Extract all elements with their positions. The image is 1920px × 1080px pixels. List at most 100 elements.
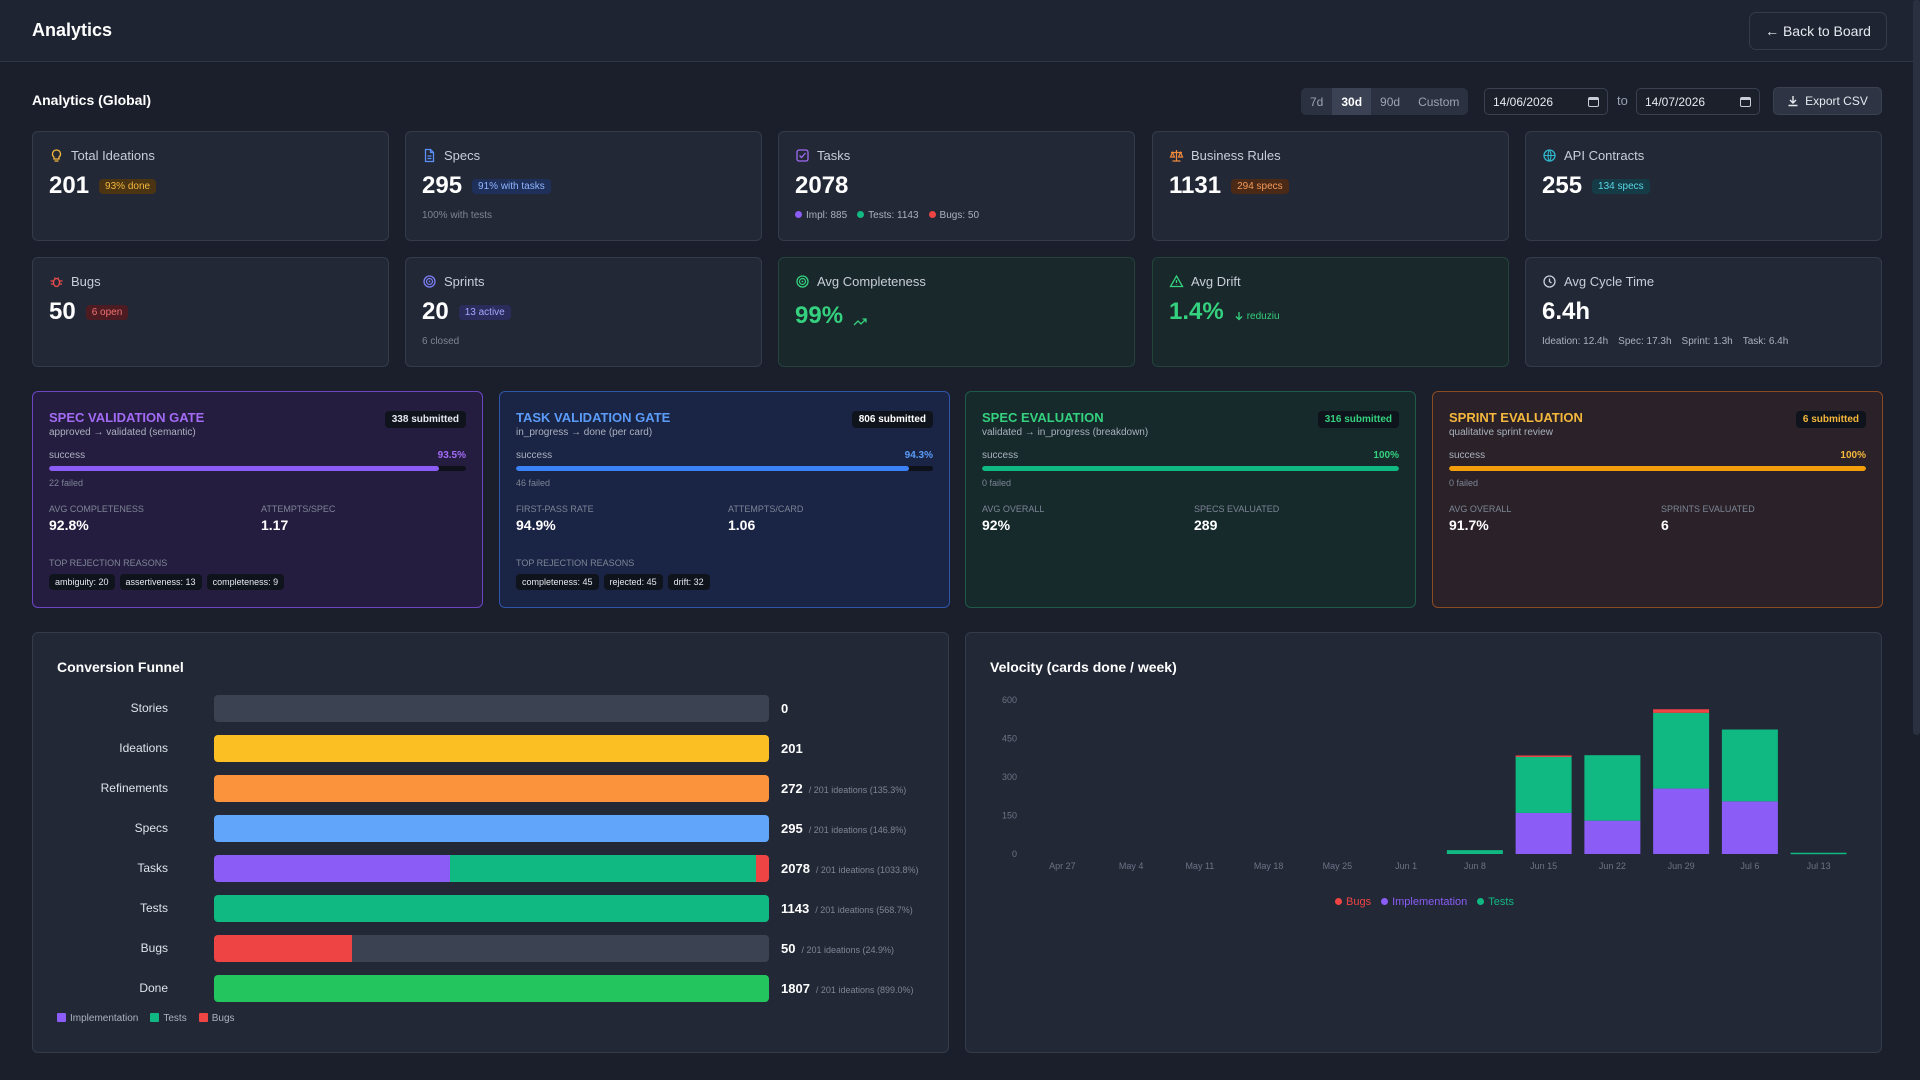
legend-dot [1477,898,1485,905]
card-badge: 134 specs [1592,178,1650,194]
range-option-90d[interactable]: 90d [1380,94,1401,109]
card-value-row: 50 6 open [49,298,129,326]
range-option-7d[interactable]: 7d [1310,94,1324,109]
funnel-row-ideations: Ideations 201 [57,735,957,762]
rejection-reason-chip: drift: 32 [667,574,710,590]
calendar-icon[interactable] [1588,96,1599,107]
card-badge: 6 open [85,304,129,320]
x-tick-label: Jul 6 [1740,861,1759,871]
gate-title: SPEC EVALUATION [982,410,1104,425]
funnel-bar-segment [755,855,769,882]
velocity-title: Velocity (cards done / week) [990,659,1177,675]
card-value-row: 6.4h [1542,298,1590,326]
gate-progress-fill [982,466,1399,471]
funnel-bar [214,735,769,762]
funnel-count: 0 [781,701,789,716]
y-tick-label: 300 [1002,772,1017,782]
metric-label: SPECS EVALUATED [1194,504,1280,514]
funnel-value: 50 / 201 ideations (24.9%) [781,941,894,956]
gate-card-sprint-evaluation: SPRINT EVALUATION qualitative sprint revi… [1432,391,1883,608]
trend-up-icon [853,306,867,334]
gate-metric-1: AVG OVERALL 92% [982,504,1044,533]
funnel-bar-segment [214,735,769,762]
checkbox-icon [795,148,810,163]
target-icon [795,274,810,289]
card-value: 201 [49,172,90,199]
funnel-ratio-note: / 201 ideations (899.0%) [815,985,914,995]
gate-submitted-badge: 6 submitted [1795,411,1866,428]
card-header: Tasks [795,148,850,163]
stat-card-api-contracts: API Contracts 255 134 specs [1525,131,1882,241]
range-option-30d[interactable]: 30d [1332,88,1372,115]
card-badge: 294 specs [1231,178,1289,194]
card-value-row: 1131 294 specs [1169,172,1289,200]
gate-success-label: success [49,450,86,461]
page-scrollbar[interactable] [1913,0,1920,735]
card-sub-item: Task: 6.4h [1743,336,1789,347]
gate-metric-1: AVG OVERALL 91.7% [1449,504,1511,533]
x-tick-label: May 11 [1185,861,1214,871]
back-to-board-button[interactable]: ← Back to Board [1749,12,1887,50]
rejection-reason-chips: ambiguity: 20 assertiveness: 13 completene… [49,574,285,590]
stat-card-avg-drift: Avg Drift 1.4% reduziu [1152,257,1509,367]
range-option-custom[interactable]: Custom [1418,94,1460,109]
funnel-row-bugs: Bugs 50 / 201 ideations (24.9%) [57,935,957,962]
funnel-bar-segment [214,855,451,882]
metric-value: 92.8% [49,517,89,533]
gate-failed-count: 22 failed [49,478,84,488]
y-tick-label: 150 [1002,811,1017,821]
card-sub-item: Spec: 17.3h [1618,336,1671,347]
funnel-bar-segment [214,815,769,842]
card-badge: 13 active [458,304,511,320]
target-icon [422,274,437,289]
velocity-bar-tests [1790,852,1847,855]
card-sub-item-text: Bugs: 50 [939,210,980,221]
funnel-row-stories: Stories 0 [57,695,957,722]
gate-metric-1: FIRST-PASS RATE 94.9% [516,504,594,533]
card-value: 50 [49,298,76,325]
velocity-legend: Bugs Implementation Tests [966,896,1883,908]
card-title: Avg Completeness [817,274,926,289]
gate-metric-2: ATTEMPTS/CARD 1.06 [728,504,803,533]
card-sub-item: Sprint: 1.3h [1682,336,1733,347]
scale-icon [1169,148,1184,163]
stat-card-specs: Specs 295 91% with tasks 100% with tests [405,131,762,241]
date-to-input[interactable]: 14/07/2026 [1636,88,1760,115]
legend-dot [857,211,865,218]
card-sub-item: Tests: 1143 [857,210,919,221]
funnel-bar-segment [214,895,769,922]
gate-card-spec-validation-gate: SPEC VALIDATION GATE approved → validated… [32,391,483,608]
funnel-label: Specs [134,821,168,835]
funnel-bar [214,775,769,802]
card-title: Bugs [71,274,101,289]
metric-value: 6 [1661,517,1669,533]
card-value-row: 2078 [795,172,848,200]
x-tick-label: Jun 22 [1599,861,1626,871]
date-from-value: 14/06/2026 [1493,94,1554,109]
funnel-row-tests: Tests 1143 / 201 ideations (568.7%) [57,895,957,922]
card-value: 2078 [795,172,849,199]
x-tick-label: May 4 [1119,861,1144,871]
funnel-legend-item: Tests [150,1013,187,1024]
date-from-input[interactable]: 14/06/2026 [1484,88,1608,115]
stat-card-business-rules: Business Rules 1131 294 specs [1152,131,1509,241]
calendar-icon[interactable] [1740,96,1751,107]
card-sub-item-text: Ideation: 12.4h [1542,336,1609,347]
card-title: Business Rules [1191,148,1281,163]
card-header: Avg Drift [1169,274,1241,289]
velocity-legend-item: Bugs [1335,896,1371,908]
card-value-row: 201 93% done [49,172,157,200]
legend-swatch [150,1013,160,1022]
gate-card-task-validation-gate: TASK VALIDATION GATE in_progress → done (… [499,391,950,608]
gate-progress-track [982,466,1399,471]
velocity-bar-implementation [1515,812,1572,854]
export-csv-label: Export CSV [1805,94,1868,108]
gate-submitted-badge: 316 submitted [1317,411,1399,428]
rejection-reason-chip: completeness: 9 [206,574,285,590]
card-header: Total Ideations [49,148,155,163]
export-csv-button[interactable]: Export CSV [1773,87,1882,115]
velocity-bar-tests [1515,756,1572,813]
funnel-bar [214,695,769,722]
funnel-count: 201 [781,741,803,756]
card-sub-items: Impl: 885 Tests: 1143 Bugs: 50 [795,210,979,221]
